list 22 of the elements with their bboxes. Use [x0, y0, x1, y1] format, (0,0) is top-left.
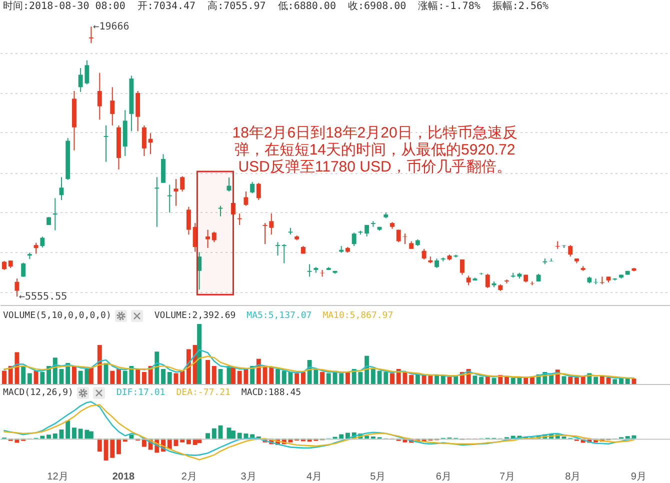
- text: MACD:188.45: [241, 388, 302, 398]
- chart-title: MACD(12,26,9): [3, 388, 74, 398]
- x-tick-label: 8月: [565, 472, 581, 482]
- text: MA5:5,137.07: [246, 311, 312, 321]
- text: MA10:5,867.97: [322, 311, 394, 321]
- annotation: ←19666: [93, 22, 130, 33]
- x-tick-label: 2月: [181, 472, 197, 482]
- x-tick-label: 12月: [47, 472, 68, 482]
- x-tick-label: 6月: [436, 472, 452, 482]
- annotation: ←5555.55: [18, 292, 68, 303]
- x-tick-label: 4月: [306, 472, 322, 482]
- x-tick-label: 9月: [630, 472, 646, 482]
- x-tick-label: 2018: [112, 472, 136, 482]
- chart-title: 时间:2018-08-30 08:00 开:7034.47 高:7055.97 低:6880.00 收:6908.00 涨幅:-1.78% 振幅:2.56%: [3, 0, 549, 13]
- x-tick-label: 7月: [499, 472, 516, 482]
- text: DIF:17.01: [116, 388, 166, 398]
- text: DEA:-77.21: [176, 388, 230, 398]
- x-tick-label: 5月: [370, 472, 386, 482]
- band-label: 18年2月6日到18年2月20日，比特币急速反弹，在短短14天的时间，从最低的5920.72 USD反弹至11780 USD，币价几乎翻倍。: [232, 124, 518, 176]
- x-tick-label: 3月: [240, 472, 256, 482]
- chart-title: VOLUME(5,10,0,0,0,0): [3, 311, 112, 321]
- series-label: VOLUME:2,392.69: [154, 311, 236, 321]
